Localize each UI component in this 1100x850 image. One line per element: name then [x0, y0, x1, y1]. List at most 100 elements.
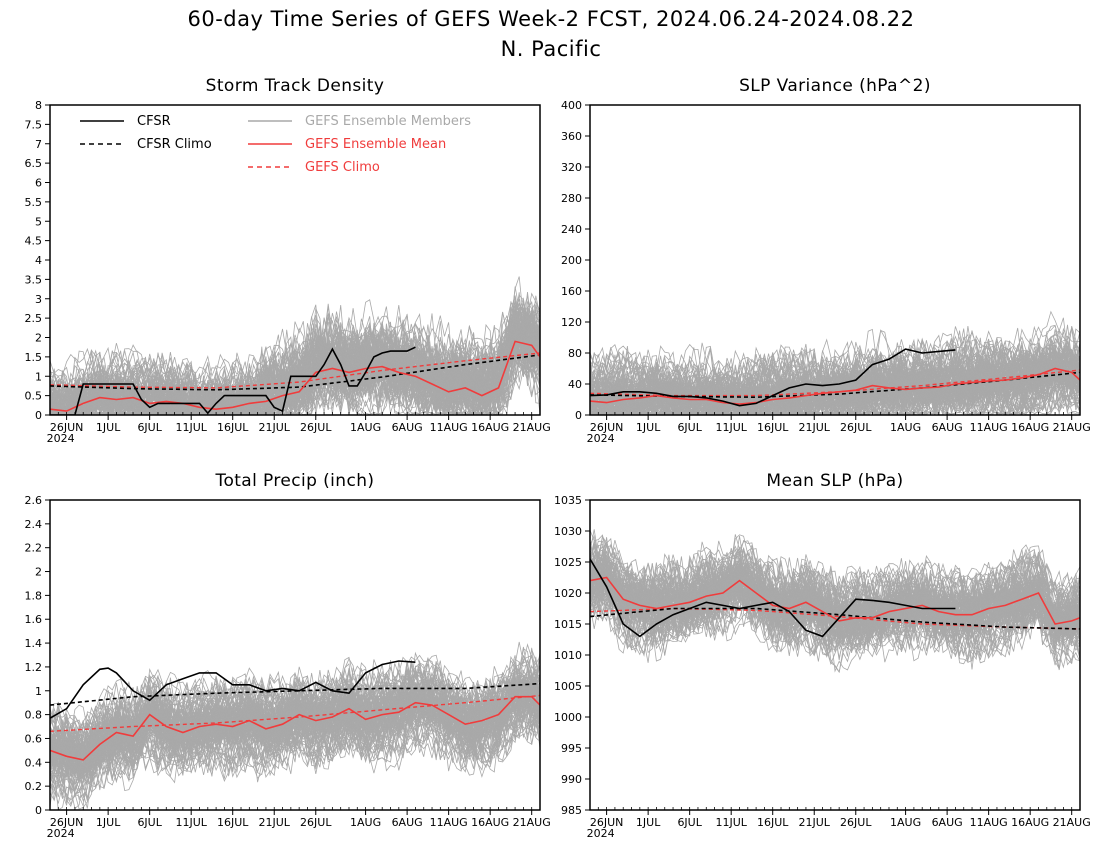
x-tick-label: 11JUL	[175, 421, 207, 434]
y-tick-label: 80	[568, 347, 582, 360]
ensemble-member-line	[50, 350, 540, 415]
x-tick-label: 21AUG	[513, 816, 551, 829]
y-tick-label: 2.5	[25, 312, 43, 325]
y-tick-label: 360	[561, 130, 582, 143]
y-tick-label: 0.8	[25, 709, 43, 722]
ensemble-member-line	[50, 682, 540, 808]
ensemble-member-line	[590, 571, 1080, 666]
y-tick-label: 1015	[554, 618, 582, 631]
y-tick-label: 0	[35, 804, 42, 817]
x-tick-label: 11JUL	[175, 816, 207, 829]
gefs-mean-line	[50, 695, 540, 761]
ensemble-member-line	[590, 563, 1080, 636]
x-tick-label: 16AUG	[1011, 816, 1049, 829]
ensemble-member-line	[50, 695, 540, 798]
ensemble-member-line	[590, 568, 1080, 673]
y-tick-label: 280	[561, 192, 582, 205]
legend-label-cfsr-climo: CFSR Climo	[137, 137, 212, 152]
x-tick-label: 11JUL	[715, 421, 747, 434]
gefs-mean-line	[50, 340, 540, 412]
x-tick-label: 21JUL	[259, 816, 291, 829]
x-tick-label: 26JUN	[590, 421, 624, 434]
gefs-mean-line	[590, 367, 1080, 405]
legend-label-gefs-climo: GEFS Climo	[305, 160, 380, 175]
x-tick-label: 11AUG	[430, 421, 468, 434]
legend-label-ensemble-members: GEFS Ensemble Members	[305, 114, 471, 129]
ensemble-member-line	[590, 365, 1080, 415]
x-tick-label: 6AUG	[392, 421, 423, 434]
plot-area	[50, 641, 540, 810]
ensemble-member-line	[590, 553, 1080, 630]
ensemble-member-line	[50, 301, 540, 415]
y-tick-label: 6.5	[25, 157, 43, 170]
x-tick-label: 1AUG	[350, 816, 381, 829]
cfsr-line	[50, 346, 416, 415]
ensemble-member-line	[50, 318, 540, 415]
plot-frame	[49, 499, 541, 811]
y-tick-label: 40	[568, 378, 582, 391]
x-tick-label: 16JUL	[217, 816, 249, 829]
y-tick-label: 5	[35, 215, 42, 228]
y-tick-label: 0.6	[25, 732, 43, 745]
legend-label-cfsr: CFSR	[137, 114, 171, 129]
x-tick-label: 26JUL	[300, 421, 332, 434]
x-tick-label: 21JUL	[799, 421, 831, 434]
y-tick-label: 120	[561, 316, 582, 329]
panel-4: Mean SLP (hPa) 985 990 995 1000 1005 1010 1015 1…	[554, 471, 1091, 840]
x-tick-label: 16AUG	[471, 421, 509, 434]
y-tick-label: 1000	[554, 711, 582, 724]
y-tick-label: 4.5	[25, 235, 43, 248]
x-tick-label: 1JUL	[636, 816, 661, 829]
panel-title: Storm Track Density	[206, 76, 385, 96]
y-tick-label: 1005	[554, 680, 582, 693]
x-year-label: 2024	[47, 827, 75, 840]
x-year-label: 2024	[587, 432, 615, 445]
x-tick-label: 11JUL	[715, 816, 747, 829]
panel-title: Mean SLP (hPa)	[766, 471, 903, 491]
y-tick-label: 4	[35, 254, 42, 267]
x-tick-label: 16JUL	[217, 421, 249, 434]
ensemble-member-line	[50, 661, 540, 755]
x-tick-label: 11AUG	[970, 816, 1008, 829]
x-tick-label: 1JUL	[636, 421, 661, 434]
y-tick-label: 400	[561, 99, 582, 112]
y-tick-label: 1035	[554, 494, 582, 507]
ensemble-member-line	[590, 341, 1080, 414]
ensemble-member-line	[50, 286, 540, 415]
x-tick-label: 6JUL	[137, 421, 162, 434]
ensemble-member-line	[590, 324, 1080, 415]
ensemble-member-line	[590, 548, 1080, 630]
x-tick-label: 16AUG	[471, 816, 509, 829]
ensemble-member-line	[590, 569, 1080, 674]
x-year-label: 2024	[47, 432, 75, 445]
x-tick-label: 21AUG	[1053, 421, 1091, 434]
x-tick-label: 21JUL	[259, 421, 291, 434]
y-tick-label: 8	[35, 99, 42, 112]
x-tick-label: 26JUL	[300, 816, 332, 829]
x-tick-label: 26JUL	[840, 816, 872, 829]
y-tick-label: 1030	[554, 525, 582, 538]
y-tick-label: 1025	[554, 556, 582, 569]
x-tick-label: 6AUG	[392, 816, 423, 829]
ensemble-member-line	[50, 326, 540, 415]
y-tick-label: 1.8	[25, 589, 43, 602]
plot-area	[590, 529, 1080, 674]
x-tick-label: 16JUL	[757, 816, 789, 829]
y-tick-label: 1	[35, 370, 42, 383]
ensemble-member-line	[50, 694, 540, 778]
x-tick-label: 21AUG	[1053, 816, 1091, 829]
cfsr-climo-line	[50, 354, 540, 391]
y-tick-label: 2.4	[25, 518, 43, 531]
panel-2: SLP Variance (hPa^2) 0 40 80 120 160 200 240 280…	[561, 76, 1091, 445]
y-tick-label: 6	[35, 177, 42, 190]
x-tick-label: 26JUN	[50, 816, 84, 829]
panel-1: Storm Track Density 0 0.5 1 1.5 2 2.5 3 3.5 4 4.5 5…	[25, 76, 551, 445]
panel-title: Total Precip (inch)	[215, 471, 375, 491]
x-tick-label: 1JUL	[96, 816, 121, 829]
y-tick-label: 0.2	[25, 780, 43, 793]
panel-title: SLP Variance (hPa^2)	[739, 76, 931, 96]
x-tick-label: 1AUG	[350, 421, 381, 434]
x-tick-label: 26JUL	[840, 421, 872, 434]
ensemble-member-line	[50, 696, 540, 791]
y-tick-label: 3.5	[25, 273, 43, 286]
